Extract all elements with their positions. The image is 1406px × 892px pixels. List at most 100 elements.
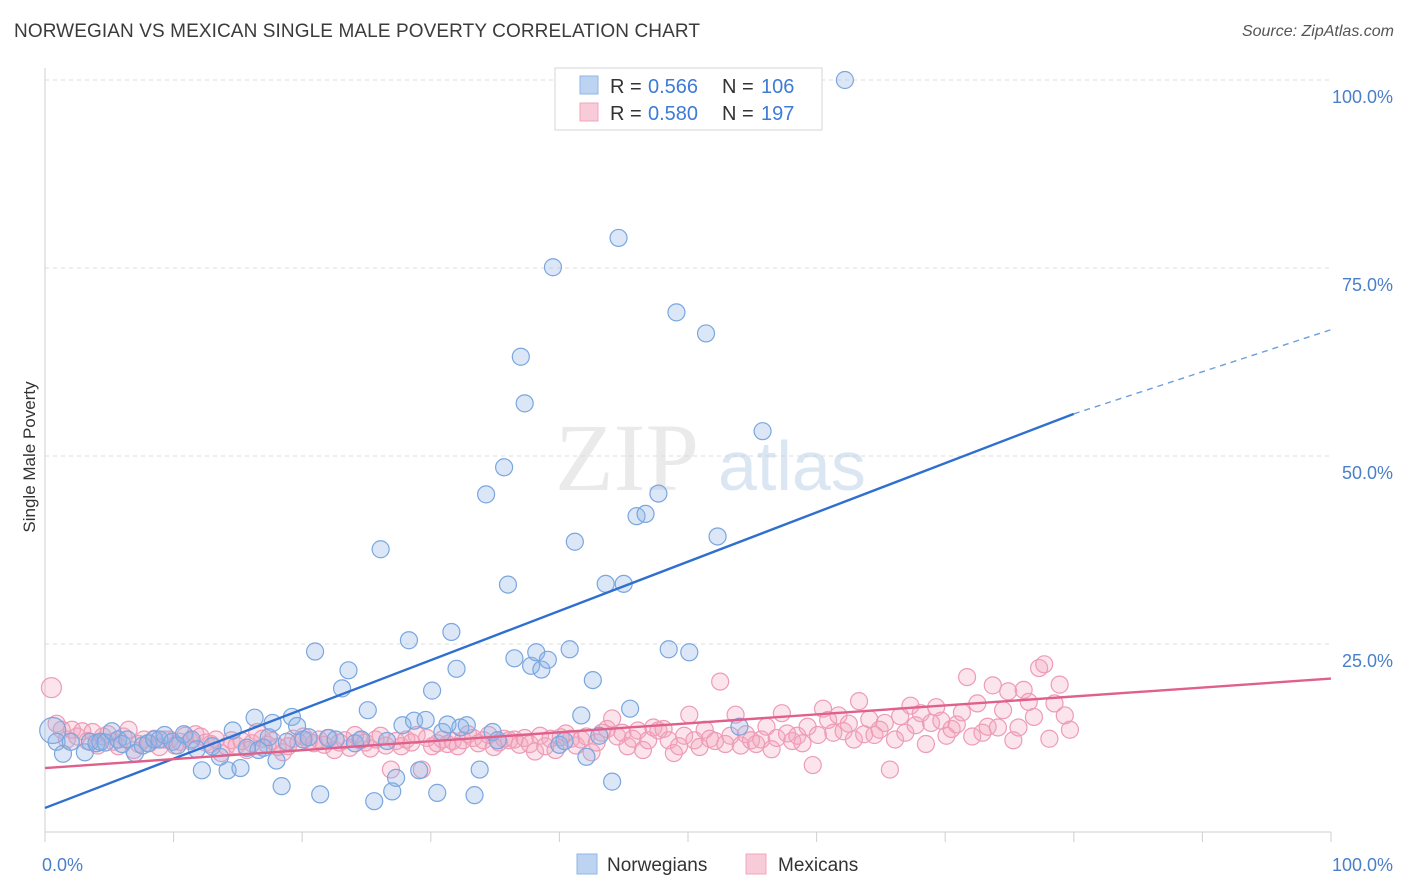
mexican-point-168 — [906, 716, 925, 735]
norwegian-point-66 — [442, 622, 461, 642]
mexican-point-157 — [849, 692, 869, 711]
watermark: ZIP atlas — [555, 404, 866, 511]
norwegian-point-55 — [383, 782, 402, 801]
norwegian-point-106 — [730, 717, 749, 736]
norwegian-point-78 — [511, 347, 530, 366]
norwegian-point-100 — [649, 484, 668, 503]
mexican-point-194 — [1040, 729, 1059, 748]
mexican-point-130 — [711, 672, 730, 691]
norwegian-point-101 — [659, 640, 678, 659]
y-tick-label-0: 25.0% — [1342, 651, 1393, 671]
norwegian-point-62 — [422, 681, 442, 700]
norwegian-point-43 — [305, 642, 325, 661]
mexican-point-124 — [680, 705, 699, 724]
norwegian-point-83 — [538, 650, 557, 669]
norwegian-point-97 — [621, 699, 640, 718]
mexican-point-140 — [762, 740, 781, 759]
norwegian-point-103 — [680, 643, 699, 662]
norwegian-point-38 — [277, 732, 296, 751]
norwegian-point-104 — [696, 324, 716, 343]
norwegian-point-56 — [386, 768, 406, 787]
mexican-point-134 — [731, 736, 750, 755]
norwegian-point-44 — [311, 785, 330, 804]
norwegian-point-50 — [352, 730, 371, 749]
mexican-point-163 — [880, 760, 900, 779]
norwegian-point-60 — [410, 761, 429, 780]
norwegian-point-107 — [753, 422, 772, 441]
legend-r-value-2: 0.580 — [648, 103, 698, 125]
axes — [44, 68, 1332, 842]
mexican-point-190 — [1019, 692, 1038, 712]
legend-r-label-1: R = — [610, 76, 642, 98]
norwegian-point-88 — [565, 532, 584, 551]
norwegian-point-61 — [416, 710, 435, 730]
norwegian-point-99 — [636, 504, 655, 524]
mexican-point-162 — [875, 713, 894, 733]
legend-n-label-2: N = — [722, 103, 754, 125]
norwegian-point-94 — [603, 772, 622, 791]
bottom-legend-swatch-mexicans — [745, 853, 767, 875]
chart-source: Source: ZipAtlas.com — [1241, 23, 1394, 40]
mexican-point-191 — [1024, 707, 1044, 727]
mexican-point-177 — [952, 703, 972, 722]
mexican-point-148 — [803, 755, 822, 775]
mexican-point-160 — [865, 725, 884, 745]
mexican-point-149 — [808, 725, 827, 745]
mexican-point-95 — [531, 726, 550, 745]
norwegian-point-0 — [39, 716, 67, 745]
norwegian-point-54 — [377, 731, 397, 751]
norwegian-point-46 — [326, 730, 345, 749]
mexican-point-141 — [767, 728, 786, 748]
norwegian-point-12 — [118, 730, 137, 749]
y-tick-labels: 25.0% 50.0% 75.0% 100.0% — [1332, 87, 1393, 671]
norwegian-point-79 — [515, 394, 534, 413]
norwegian-point-71 — [470, 760, 489, 779]
mexican-point-189 — [1014, 680, 1033, 699]
norwegian-point-84 — [543, 258, 563, 277]
mexican-point-182 — [978, 717, 997, 736]
norwegian-point-58 — [399, 631, 419, 650]
norwegian-point-5 — [80, 732, 100, 751]
watermark-atlas: atlas — [718, 427, 866, 505]
bottom-legend-norwegians: Norwegians — [607, 855, 707, 876]
mexican-point-183 — [983, 676, 1002, 695]
mexican-point-185 — [993, 701, 1013, 720]
norwegian-point-90 — [577, 747, 596, 766]
mexican-point-166 — [896, 723, 915, 742]
norwegian-point-80 — [522, 656, 541, 675]
legend-n-value-1: 106 — [761, 76, 794, 98]
norwegian-point-57 — [393, 716, 412, 735]
mexican-point-170 — [916, 734, 936, 754]
legend-swatch-mexicans — [579, 102, 599, 122]
norwegian-point-108 — [835, 70, 854, 90]
norwegian-point-77 — [505, 649, 524, 668]
mexican-point-155 — [839, 714, 858, 733]
y-tick-label-3: 100.0% — [1332, 87, 1393, 107]
norwegian-point-45 — [318, 728, 338, 748]
mexican-point-188 — [1009, 718, 1028, 737]
legend-n-label-1: N = — [722, 76, 754, 98]
norwegian-point-91 — [583, 670, 602, 690]
norwegian-point-34 — [259, 728, 278, 747]
norwegian-point-76 — [498, 575, 518, 594]
mexican-point-123 — [675, 726, 694, 745]
series-norwegians — [39, 70, 854, 811]
mexican-point-193 — [1035, 655, 1054, 674]
norwegian-point-82 — [532, 660, 551, 679]
norwegian-point-102 — [667, 303, 686, 322]
mexican-point-179 — [963, 727, 982, 746]
norwegian-point-75 — [495, 458, 514, 477]
chart-title: NORWEGIAN VS MEXICAN SINGLE MALE POVERTY… — [14, 21, 701, 42]
bottom-legend-mexicans: Mexicans — [778, 855, 858, 876]
legend-box: R = 0.566 N = 106 R = 0.580 N = 197 — [554, 67, 823, 131]
norwegian-point-3 — [61, 732, 80, 751]
norwegian-point-53 — [371, 540, 390, 559]
series-mexicans — [40, 655, 1080, 779]
norwegian-point-89 — [572, 706, 591, 725]
norwegian-point-67 — [447, 659, 466, 678]
mexican-trend-line — [44, 677, 1332, 770]
norwegian-point-105 — [708, 527, 727, 546]
norwegian-point-74 — [488, 731, 507, 750]
norwegian-point-36 — [267, 751, 286, 770]
